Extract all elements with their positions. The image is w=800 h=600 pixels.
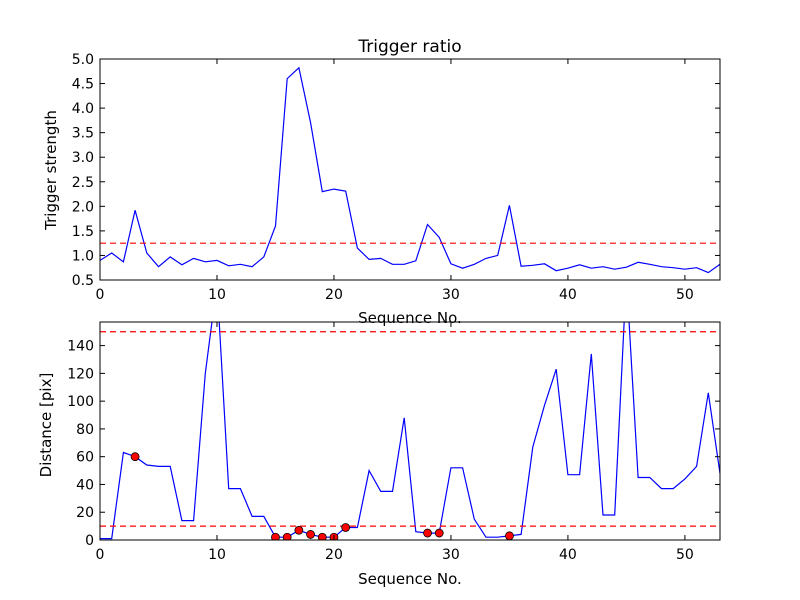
chart-title: Trigger ratio (357, 37, 461, 57)
series-line (100, 66, 720, 274)
y-tick-label: 120 (67, 366, 94, 382)
data-point-marker (294, 525, 304, 535)
distance-panel: 0 10 20 30 40 50 0 20 40 60 80 100 120 140 Sequence N… (37, 321, 721, 588)
y-tick-label: 4.0 (72, 101, 94, 117)
x-tick-label: 40 (559, 547, 577, 563)
plot-frame (99, 321, 721, 541)
x-axis-label: Sequence No. (358, 570, 462, 588)
data-point-marker (341, 523, 351, 532)
data-point-marker (271, 532, 280, 540)
x-tick-label: 20 (325, 547, 343, 563)
y-axis-label: Distance [pix] (37, 373, 55, 478)
y-tick-label: 2.0 (72, 199, 94, 215)
x-tick-label: 50 (676, 287, 694, 303)
x-tick-label: 40 (559, 287, 577, 303)
y-tick-label: 100 (67, 394, 94, 410)
y-tick-label: 1.0 (72, 248, 94, 264)
x-tick-label: 0 (96, 547, 105, 563)
y-tick-label: 4.5 (72, 77, 94, 93)
y-tick-label: 140 (67, 339, 94, 355)
y-tick-label: 20 (76, 505, 94, 521)
y-axis-label: Trigger strength (42, 110, 60, 231)
x-axis-label: Sequence No. (358, 309, 462, 327)
plot-frame (99, 58, 721, 281)
x-tick-label: 30 (442, 287, 460, 303)
data-point-marker (306, 530, 315, 539)
series-line (100, 322, 720, 540)
data-point-marker (434, 528, 444, 538)
x-tick-label: 10 (208, 547, 226, 563)
x-tick-label: 50 (676, 547, 694, 563)
data-point-marker (282, 532, 292, 540)
y-tick-label: 60 (76, 450, 94, 466)
x-tick-label: 20 (325, 287, 343, 303)
data-point-marker (130, 452, 140, 462)
x-tick-label: 10 (208, 287, 226, 303)
data-point-marker (423, 528, 432, 538)
trigger-ratio-panel: Trigger ratio 0 10 20 30 40 50 0.5 1.0 1.5 2.0 2.5… (42, 37, 721, 327)
x-tick-label: 30 (442, 547, 460, 563)
y-tick-label: 40 (76, 477, 94, 493)
y-tick-label: 0 (85, 533, 94, 549)
y-tick-label: 80 (76, 422, 94, 438)
data-point-marker (505, 531, 514, 540)
y-tick-label: 3.5 (72, 126, 94, 142)
data-point-marker (317, 532, 327, 540)
y-tick-label: 5.0 (72, 52, 94, 68)
y-tick-label: 1.5 (72, 224, 94, 240)
y-tick-label: 3.0 (72, 150, 94, 166)
y-tick-label: 2.5 (72, 175, 94, 191)
x-tick-label: 0 (96, 287, 105, 303)
y-tick-label: 0.5 (72, 273, 94, 289)
